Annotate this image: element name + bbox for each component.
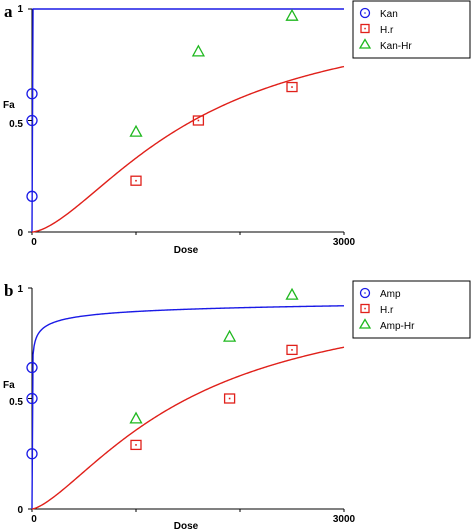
x-tick-label: 0 (31, 237, 37, 248)
data-point-square (223, 393, 236, 404)
fit-curve-line (31, 8, 344, 233)
chart-panel-b: b Fa Dose 1 0.5 0 0 3000 Amp H.r Amp-Hr (3, 280, 471, 531)
legend-label: Kan-Hr (380, 41, 412, 52)
data-point-square (286, 344, 298, 356)
data-point-triangle (285, 8, 299, 21)
x-axis-label: Dose (174, 245, 199, 256)
data-point-triangle (129, 124, 143, 137)
data-point-square (192, 115, 205, 126)
legend-circle-dot (364, 292, 366, 294)
legend-square-dot (364, 27, 366, 30)
y-tick-label: 1 (17, 4, 23, 15)
legend-circle-icon (359, 287, 371, 299)
fit-curve-line (31, 305, 345, 510)
data-point-square-dot (135, 179, 137, 182)
data-point-square-dot (291, 349, 293, 351)
data-point-triangle (191, 44, 205, 57)
fit-curve-line (31, 346, 345, 510)
legend-label: Kan (380, 9, 398, 20)
legend-square-icon (360, 303, 370, 314)
y-tick-label: 0 (17, 505, 23, 516)
data-point-square-dot (135, 444, 137, 446)
panel-label: b (4, 281, 13, 300)
legend-label: H.r (380, 25, 394, 36)
data-point-triangle (285, 287, 299, 300)
data-point-square-dot (228, 397, 231, 400)
legend-triangle-icon (358, 318, 372, 329)
legend-box (352, 0, 471, 59)
data-point-circle (26, 88, 38, 100)
x-axis-label: Dose (174, 521, 199, 531)
legend-triangle-icon (358, 38, 372, 49)
legend-square-dot (364, 307, 366, 310)
y-tick-label: 0.5 (9, 119, 23, 130)
data-point-square-dot (291, 86, 293, 88)
data-point-circle (26, 190, 38, 202)
y-axis-label: Fa (3, 100, 15, 111)
x-tick-label: 3000 (333, 514, 356, 525)
legend: Amp H.r Amp-Hr (352, 280, 471, 339)
x-tick-label: 3000 (333, 237, 356, 248)
legend-box (352, 280, 471, 339)
data-point-square (130, 175, 142, 186)
panel-label: a (4, 2, 13, 21)
data-point-triangle (223, 329, 237, 342)
data-point-circle (26, 114, 38, 127)
data-point-circle (26, 448, 38, 460)
data-point-circle (26, 392, 38, 405)
y-tick-label: 1 (17, 284, 23, 295)
legend-circle-dot (364, 12, 366, 14)
legend-label: Amp-Hr (380, 321, 415, 332)
y-axis-label: Fa (3, 380, 15, 391)
data-point-circle (26, 361, 38, 374)
y-tick-label: 0 (17, 228, 23, 239)
data-point-square-dot (197, 119, 200, 122)
chart-panel-a: a Fa Dose 1 0.5 0 0 3000 Kan H.r Kan-Hr (3, 0, 471, 256)
y-tick-label: 0.5 (9, 397, 23, 408)
legend-label: Amp (380, 289, 401, 300)
fit-curve-line (31, 65, 345, 233)
data-point-square (130, 439, 142, 451)
data-point-square (286, 81, 298, 93)
data-point-triangle (129, 411, 143, 424)
legend-square-icon (360, 23, 370, 34)
legend-circle-icon (359, 7, 371, 19)
legend: Kan H.r Kan-Hr (352, 0, 471, 59)
legend-label: H.r (380, 305, 394, 316)
x-tick-label: 0 (31, 514, 37, 525)
